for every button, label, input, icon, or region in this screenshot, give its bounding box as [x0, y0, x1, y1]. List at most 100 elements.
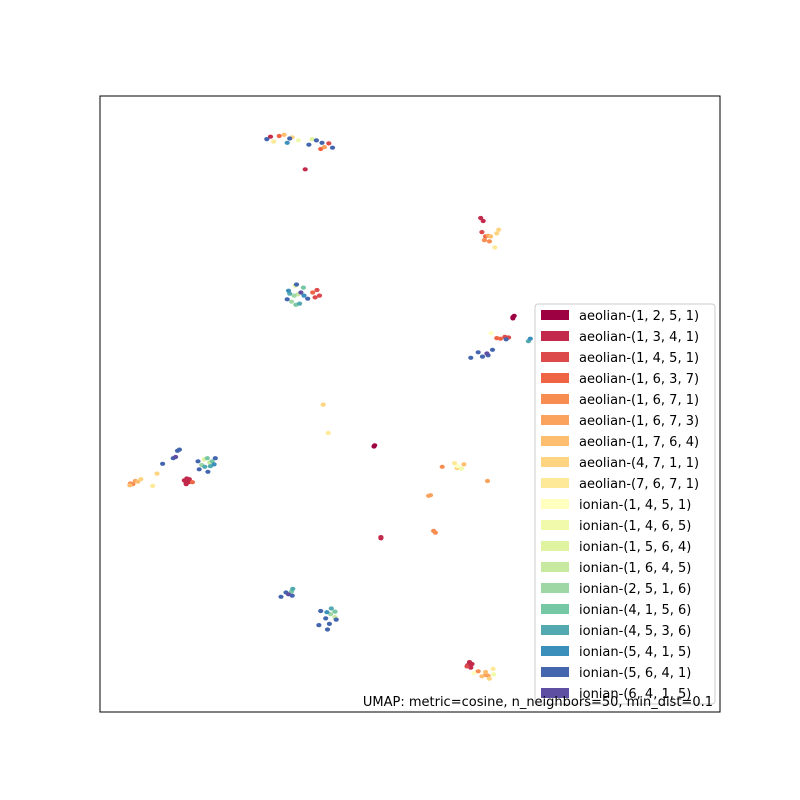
legend-swatch [541, 394, 569, 404]
scatter-points [127, 132, 533, 681]
scatter-point [324, 610, 330, 615]
scatter-point [471, 671, 477, 676]
scatter-point [271, 139, 277, 144]
legend-label: aeolian-(1, 4, 5, 1) [579, 351, 699, 366]
scatter-point [478, 215, 484, 221]
scatter-point [295, 138, 301, 143]
scatter-point [455, 464, 461, 469]
legend-label: ionian-(1, 4, 5, 1) [579, 498, 691, 513]
scatter-point [284, 140, 290, 145]
scatter-point [489, 347, 496, 352]
scatter-point [202, 464, 208, 469]
scatter-point [378, 535, 384, 540]
legend-swatch [541, 373, 569, 383]
scatter-point [324, 627, 331, 632]
scatter-point [527, 336, 533, 341]
scatter-point [281, 132, 287, 137]
legend-label: ionian-(1, 4, 6, 5) [579, 519, 691, 534]
scatter-point [195, 459, 201, 464]
scatter-point [127, 483, 133, 488]
scatter-point [510, 315, 516, 320]
legend-label: aeolian-(1, 2, 5, 1) [579, 309, 699, 324]
scatter-point [285, 592, 292, 597]
scatter-point [326, 141, 332, 146]
legend-swatch [541, 331, 569, 341]
scatter-point [138, 477, 144, 482]
legend-box [534, 303, 716, 705]
legend-swatch [541, 310, 569, 320]
scatter-point [461, 462, 467, 467]
scatter-point [312, 295, 318, 300]
scatter-point [464, 664, 470, 669]
scatter-point [481, 238, 487, 243]
scatter-point [494, 231, 500, 236]
legend-swatch [541, 436, 569, 446]
legend-swatch [541, 415, 569, 425]
legend-label: aeolian-(1, 3, 4, 1) [579, 330, 699, 345]
scatter-point [289, 299, 295, 304]
scatter-point [318, 146, 324, 152]
scatter-point [285, 288, 292, 293]
scatter-point [483, 669, 489, 675]
scatter-point [290, 586, 296, 591]
scatter-point [329, 145, 336, 150]
scatter-point [176, 447, 182, 452]
scatter-point [484, 478, 491, 484]
scatter-point [439, 464, 445, 469]
scatter-point [301, 293, 307, 298]
scatter-point [305, 296, 311, 301]
scatter-point [503, 337, 509, 342]
scatter-point [278, 594, 284, 599]
scatter-point [325, 430, 331, 436]
scatter-point [212, 456, 218, 461]
legend-swatch [541, 499, 569, 509]
legend-swatch [541, 667, 569, 677]
scatter-point [297, 301, 303, 306]
scatter-point [458, 466, 465, 471]
scatter-point [314, 287, 320, 293]
scatter-point [323, 616, 329, 621]
scatter-point [205, 469, 211, 474]
scatter-point [496, 227, 502, 232]
legend-label: ionian-(2, 5, 1, 6) [579, 582, 691, 597]
scatter-point [332, 609, 338, 614]
scatter-point [491, 672, 497, 677]
scatter-point [189, 480, 195, 485]
legend-label: aeolian-(1, 6, 7, 3) [579, 414, 699, 429]
legend-label: ionian-(5, 6, 4, 1) [579, 666, 691, 681]
legend-label: ionian-(1, 6, 4, 5) [579, 561, 691, 576]
legend-swatch [541, 520, 569, 530]
scatter-point [319, 140, 325, 145]
scatter-point [452, 461, 458, 466]
scatter-point [211, 462, 217, 467]
scatter-point [333, 617, 339, 622]
scatter-point [209, 459, 215, 464]
scatter-point [318, 608, 324, 614]
scatter-point [186, 477, 192, 482]
legend-swatch [541, 457, 569, 467]
legend-label: aeolian-(1, 7, 6, 4) [579, 435, 699, 450]
scatter-point [287, 136, 293, 141]
scatter-point [488, 331, 494, 336]
scatter-point [310, 290, 316, 295]
scatter-point [150, 483, 156, 488]
legend-swatch [541, 541, 569, 551]
legend-swatch [541, 604, 569, 614]
scatter-point [204, 456, 210, 461]
legend-label: ionian-(1, 5, 6, 4) [579, 540, 691, 555]
legend-swatch [541, 583, 569, 593]
scatter-point [316, 623, 322, 628]
legend-swatch [541, 352, 569, 362]
plot-frame [99, 95, 721, 713]
scatter-point [326, 621, 332, 627]
legend-label: aeolian-(1, 6, 3, 7) [579, 372, 699, 387]
scatter-point [479, 354, 486, 359]
legend-swatch [541, 562, 569, 572]
legend-swatch [541, 646, 569, 656]
scatter-point [328, 606, 334, 611]
scatter-point [264, 137, 270, 142]
legend-label: aeolian-(7, 6, 7, 1) [579, 477, 699, 492]
scatter-point [372, 443, 378, 448]
scatter-point [490, 666, 496, 672]
